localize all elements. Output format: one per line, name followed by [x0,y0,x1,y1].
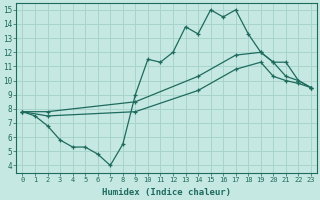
X-axis label: Humidex (Indice chaleur): Humidex (Indice chaleur) [102,188,231,197]
